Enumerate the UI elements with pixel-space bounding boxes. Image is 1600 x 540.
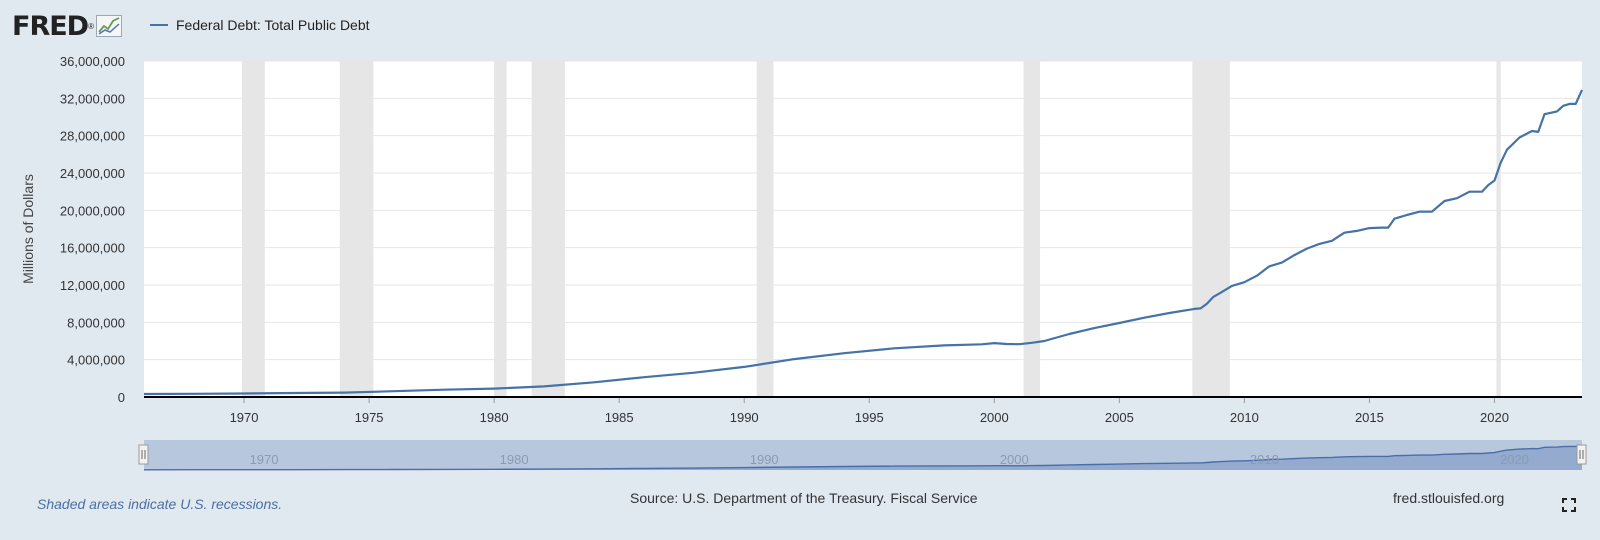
y-tick-label: 28,000,000 (60, 129, 125, 144)
x-tick-label: 2010 (1230, 410, 1259, 425)
fullscreen-icon[interactable] (1562, 498, 1576, 512)
y-tick-label: 20,000,000 (60, 203, 125, 218)
y-axis-label: Millions of Dollars (20, 174, 36, 284)
recession-footnote: Shaded areas indicate U.S. recessions. (37, 496, 283, 512)
navigator-tick-label: 2020 (1500, 452, 1529, 467)
recession-band (242, 61, 265, 397)
x-tick-label: 2005 (1105, 410, 1134, 425)
navigator-line (143, 444, 1583, 471)
y-tick-label: 16,000,000 (60, 241, 125, 256)
plot-background (144, 61, 1582, 397)
recession-band (339, 61, 374, 397)
y-tick-label: 8,000,000 (67, 315, 125, 330)
y-axis-ticks: 0 4,000,000 8,000,000 12,000,000 16,000,000 2… (60, 54, 125, 405)
y-tick-label: 32,000,000 (60, 91, 125, 106)
x-tick-label: 1995 (855, 410, 884, 425)
x-axis-ticks: 1970 1975 1980 1985 1990 1995 2000 2005 2010 2015… (230, 397, 1509, 425)
legend-swatch (150, 24, 168, 26)
y-tick-label: 12,000,000 (60, 278, 125, 293)
series-line[interactable] (143, 89, 1584, 396)
navigator-ticks: 1970 1980 1990 2000 2010 2020 (250, 452, 1529, 467)
x-tick-label: 1975 (355, 410, 384, 425)
chart-line-icon (96, 15, 122, 37)
navigator-handle-right[interactable] (1576, 444, 1587, 465)
recession-band (1496, 61, 1501, 397)
x-tick-label: 1990 (730, 410, 759, 425)
recession-band (494, 61, 507, 397)
x-tick-label: 1985 (605, 410, 634, 425)
y-tick-label: 0 (118, 390, 125, 405)
chart-legend[interactable]: Federal Debt: Total Public Debt (150, 17, 370, 33)
x-tick-label: 2015 (1355, 410, 1384, 425)
navigator-area (144, 445, 1582, 470)
x-tick-label: 2000 (980, 410, 1009, 425)
fred-logo[interactable]: FRED ® (12, 10, 122, 42)
logo-registered-mark: ® (88, 21, 94, 31)
gridlines (144, 60, 1582, 361)
navigator-tick-label: 2000 (1000, 452, 1029, 467)
navigator-handle-left[interactable] (138, 444, 149, 465)
recession-band (531, 61, 565, 397)
y-tick-label: 4,000,000 (67, 353, 125, 368)
x-tick-label: 1970 (230, 410, 259, 425)
navigator-tick-label: 1980 (500, 452, 529, 467)
logo-text: FRED (12, 10, 89, 42)
navigator-tick-label: 1970 (250, 452, 279, 467)
navigator-tick-label: 2010 (1250, 452, 1279, 467)
navigator-tick-label: 1990 (750, 452, 779, 467)
x-tick-label: 1980 (480, 410, 509, 425)
y-tick-label: 36,000,000 (60, 54, 125, 69)
recession-band (1192, 61, 1230, 397)
site-link[interactable]: fred.stlouisfed.org (1393, 490, 1505, 506)
source-note: Source: U.S. Department of the Treasury.… (630, 490, 978, 506)
legend-series-label: Federal Debt: Total Public Debt (176, 17, 370, 33)
y-tick-label: 24,000,000 (60, 166, 125, 181)
recession-band (1023, 61, 1041, 397)
x-tick-label: 2020 (1480, 410, 1509, 425)
recession-bands (242, 61, 1501, 397)
recession-band (756, 61, 774, 397)
range-navigator[interactable]: 1970 1980 1990 2000 2010 2020 (138, 440, 1587, 471)
